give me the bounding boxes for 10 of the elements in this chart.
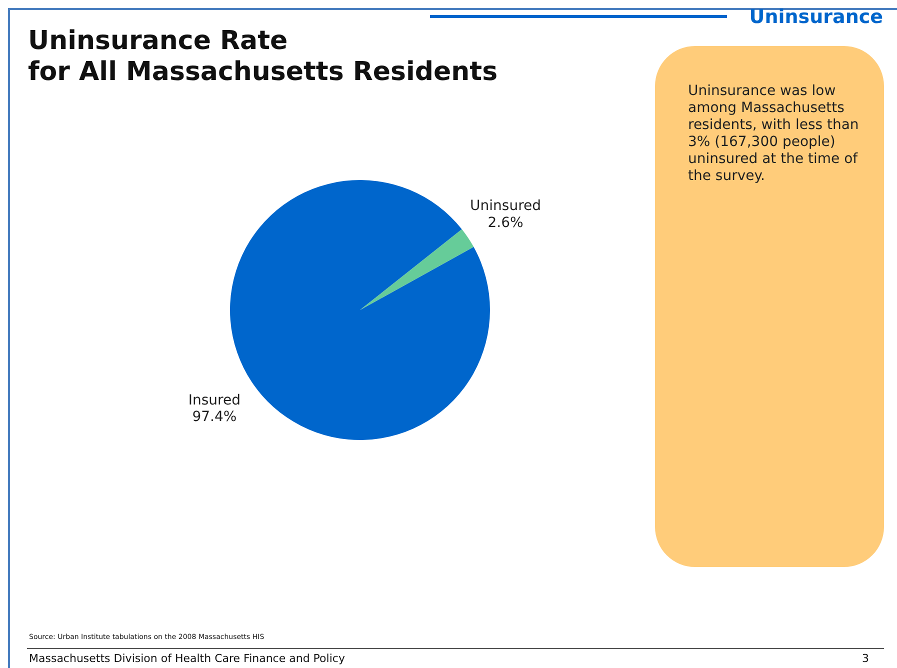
text: Uninsurance was low among Massachusetts residents, with less than 3% (167,300 people) uninsured at the time of the survey.: [688, 83, 860, 185]
data-label: 2.6%: [488, 214, 524, 231]
data-label: 97.4%: [192, 409, 237, 426]
slice-label: Uninsured: [470, 198, 542, 214]
pie-slice: [360, 229, 474, 310]
slice-label: Insured: [188, 392, 241, 408]
text: Uninsurance: [749, 6, 883, 28]
text: Massachusetts Division of Health Care Finance and Policy: [29, 652, 345, 665]
chart-title: Uninsurance Rate for All Massachusetts Residents: [28, 26, 498, 88]
text: 3: [862, 652, 869, 665]
